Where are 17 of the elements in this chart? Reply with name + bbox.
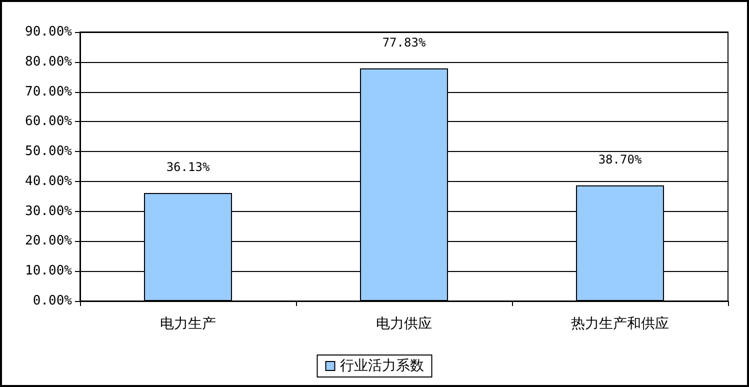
y-tick-label: 0.00% [32,294,72,308]
y-tick-label: 90.00% [25,24,72,40]
x-tick-label: 电力生产 [160,316,216,332]
legend-label: 行业活力系数 [340,358,424,374]
y-tick-label: 10.00% [25,264,72,279]
x-tick-label: 热力生产和供应 [571,316,669,332]
data-label: 77.83% [382,35,426,50]
y-tick-label: 50.00% [25,144,72,160]
x-tick-label: 电力供应 [376,316,432,332]
data-label: 38.70% [598,152,642,166]
y-tick-label: 60.00% [25,114,72,130]
y-tick-label: 30.00% [25,204,72,219]
y-tick-label: 20.00% [25,234,72,249]
y-tick-label: 70.00% [25,84,72,100]
y-tick-label: 40.00% [25,174,72,189]
y-tick-label: 80.00% [25,54,72,70]
data-label: 36.13% [166,160,210,174]
